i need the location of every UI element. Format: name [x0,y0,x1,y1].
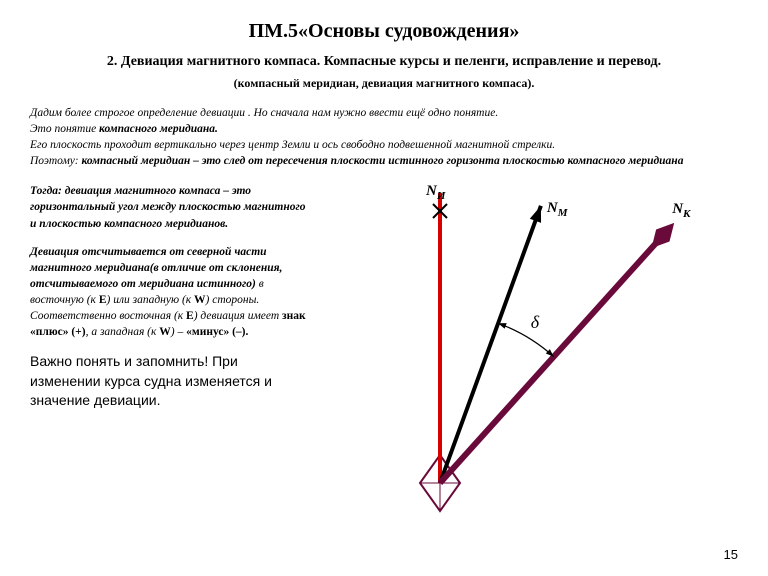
label-nm: NМ [547,200,568,219]
intro-definition: компасный меридиан – это след от пересеч… [81,155,683,167]
content-row: Тогда: девиация магнитного компаса – это… [30,183,738,523]
text: Девиация отсчитывается от северной части… [30,246,282,290]
intro-text: Его плоскость проходит вертикально через… [30,139,555,151]
section-subtitle: 2. Девиация магнитного компаса. Компасны… [30,51,738,72]
label-ni: NИ [426,183,445,202]
page-title: ПМ.5«Основы судовождения» [30,20,738,43]
west-symbol: W [159,326,171,338]
minus-sign-text: «минус» (–). [186,326,248,338]
page-number: 15 [724,547,738,562]
text: ) девиация имеет [194,310,282,322]
intro-text: Дадим более строгое определение девиации… [30,107,498,119]
west-symbol: W [194,294,206,306]
label-nk: NК [672,201,690,220]
text: ) или западную (к [107,294,195,306]
intro-term: компасного меридиана. [99,123,218,135]
label-delta: δ [531,312,539,333]
intro-text: Это понятие [30,123,99,135]
section-subnote: (компасный меридиан, девиация магнитного… [30,76,738,91]
important-note: Важно понять и запомнить! При изменении … [30,352,310,411]
east-symbol: E [186,310,194,322]
intro-text: Поэтому: [30,155,81,167]
left-column: Тогда: девиация магнитного компаса – это… [30,183,310,523]
deviation-definition: Тогда: девиация магнитного компаса – это… [30,183,310,231]
compass-diagram: NИ NМ NК δ [330,183,738,523]
text: ) – [171,326,186,338]
deviation-rule: Девиация отсчитывается от северной части… [30,244,310,341]
text: , а западная (к [86,326,160,338]
intro-paragraph: Дадим более строгое определение девиации… [30,105,738,169]
east-symbol: E [99,294,107,306]
diagram-svg [330,183,730,523]
